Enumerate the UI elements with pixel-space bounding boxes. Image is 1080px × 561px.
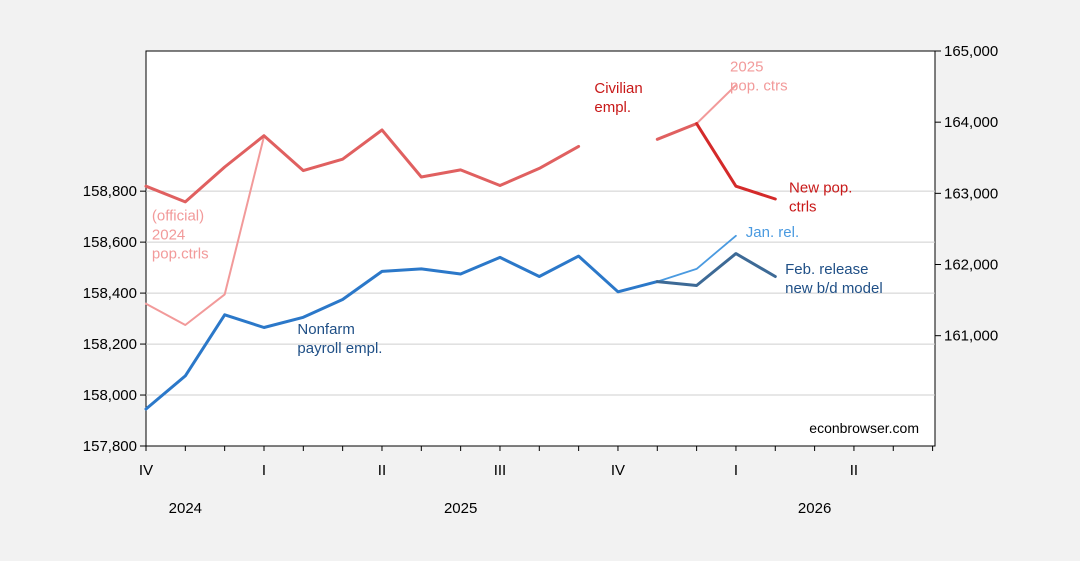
annotation-label: Jan. rel. [746, 224, 799, 241]
watermark: econbrowser.com [809, 420, 919, 436]
quarter-label: I [734, 462, 738, 479]
gridlines [146, 190, 935, 396]
series-line [695, 84, 737, 125]
series-line [695, 122, 777, 201]
right-tick-label: 164,000 [944, 114, 998, 131]
series-line [144, 122, 699, 204]
quarter-label: IV [139, 462, 153, 479]
right-tick-label: 163,000 [944, 185, 998, 202]
annotation-label: New pop. ctrls [789, 179, 852, 215]
annotations: 2025 pop. ctrs Civilian empl. New pop. ctrls (… [152, 58, 883, 356]
quarter-label: I [262, 462, 266, 479]
plot-area [145, 50, 936, 447]
year-label: 2026 [798, 500, 831, 517]
annotation-label: Feb. release new b/d model [785, 261, 883, 297]
right-tick-label: 165,000 [944, 43, 998, 60]
series-line [655, 252, 777, 287]
annotation-label: Nonfarm payroll empl. [297, 321, 382, 357]
right-tick-label: 162,000 [944, 257, 998, 274]
quarter-label: II [378, 462, 386, 479]
annotation-label: Civilian empl. [594, 80, 642, 116]
series-line [145, 135, 265, 326]
series-lines [144, 84, 777, 411]
left-tick-label: 158,200 [83, 336, 137, 353]
quarter-label: II [850, 462, 858, 479]
quarter-label: III [494, 462, 507, 479]
left-tick-label: 158,600 [83, 234, 137, 251]
left-tick-label: 158,400 [83, 285, 137, 302]
left-tick-label: 158,000 [83, 387, 137, 404]
series-line [144, 254, 659, 411]
quarter-label: IV [611, 462, 625, 479]
annotation-label: (official) 2024 pop.ctrls [152, 207, 209, 262]
year-label: 2024 [169, 500, 202, 517]
left-tick-label: 157,800 [83, 438, 137, 455]
left-tick-label: 158,800 [83, 183, 137, 200]
series-line [656, 234, 737, 283]
axes: 157,800 158,000 158,200 158,400 158,600 158,8… [83, 43, 998, 517]
year-label: 2025 [444, 500, 477, 517]
annotation-label: 2025 pop. ctrs [730, 58, 788, 94]
right-tick-label: 161,000 [944, 328, 998, 345]
